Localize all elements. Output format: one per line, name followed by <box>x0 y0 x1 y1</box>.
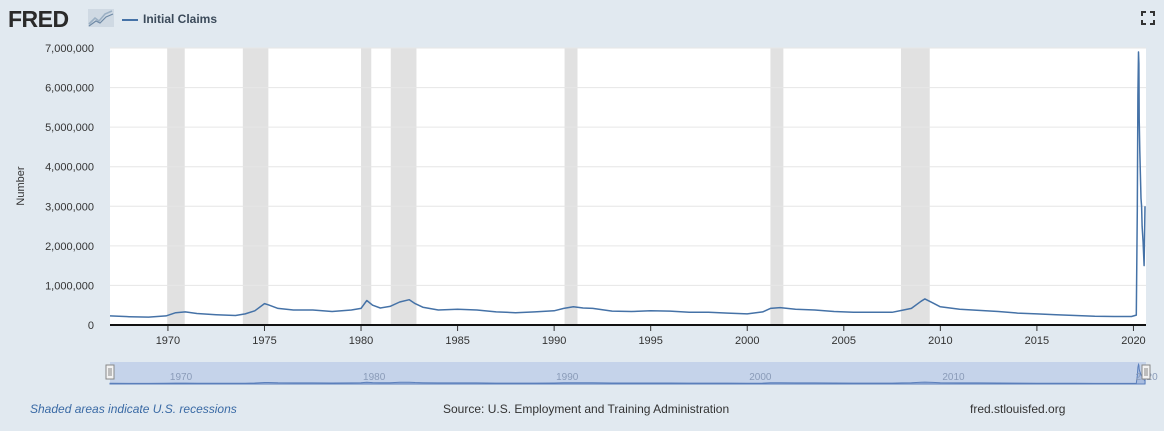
x-tick-label: 2010 <box>928 335 952 347</box>
y-tick-label: 6,000,000 <box>45 83 94 95</box>
grid-lines <box>110 47 1146 286</box>
fred-logo[interactable]: FRED <box>8 6 69 32</box>
series-line-initial-claims[interactable] <box>109 51 1146 318</box>
x-tick-label: 2020 <box>1121 335 1145 347</box>
y-tick-label: 1,000,000 <box>45 280 94 292</box>
recession-band <box>390 48 417 325</box>
recession-note-link[interactable]: Shaded areas indicate U.S. recessions <box>30 402 237 416</box>
navigator-label: 1980 <box>363 372 386 383</box>
source-text: Source: U.S. Employment and Training Adm… <box>443 402 730 416</box>
navigator-label: 1970 <box>170 372 193 383</box>
fred-graph-icon <box>88 9 114 27</box>
recession-band <box>564 48 578 325</box>
recession-band <box>167 48 185 325</box>
x-tick-label: 1975 <box>252 335 276 347</box>
y-axis: 0 1,000,000 2,000,000 3,000,000 4,000,000 5,0… <box>45 43 94 332</box>
navigator-label: 1990 <box>556 372 579 383</box>
navigator-handle-right[interactable] <box>1141 364 1151 380</box>
fullscreen-icon[interactable] <box>1141 11 1155 25</box>
range-navigator[interactable]: 197019801990200020102020 <box>105 362 1158 385</box>
y-tick-label: 2,000,000 <box>45 241 94 253</box>
y-tick-label: 0 <box>88 320 94 332</box>
navigator-track <box>110 362 1146 384</box>
plot-area <box>110 48 1146 325</box>
x-tick-label: 1995 <box>638 335 662 347</box>
navigator-label: 2010 <box>942 372 965 383</box>
x-tick-label: 1970 <box>156 335 180 347</box>
legend-item[interactable]: Initial Claims <box>122 12 217 26</box>
recession-band <box>770 48 784 325</box>
x-tick-label: 1980 <box>349 335 373 347</box>
x-tick-label: 2000 <box>735 335 759 347</box>
navigator-label: 2000 <box>749 372 772 383</box>
recession-band <box>242 48 269 325</box>
y-axis-label: Number <box>15 166 27 205</box>
legend-swatch <box>122 18 138 21</box>
navigator-series <box>109 362 1146 385</box>
navigator-handle-left[interactable] <box>105 364 115 380</box>
y-tick-label: 7,000,000 <box>45 43 94 55</box>
x-tick-label: 1990 <box>542 335 566 347</box>
site-link[interactable]: fred.stlouisfed.org <box>970 402 1066 416</box>
legend-label: Initial Claims <box>143 12 218 26</box>
x-axis: 1970 1975 1980 1985 1990 1995 2000 2005 2010 2015… <box>156 325 1146 347</box>
y-tick-label: 5,000,000 <box>45 122 94 134</box>
y-tick-label: 3,000,000 <box>45 201 94 213</box>
recession-shading <box>167 48 930 325</box>
x-tick-label: 1985 <box>445 335 469 347</box>
chart-header: FRED Initial Claims <box>0 0 1164 40</box>
recession-band <box>361 48 372 325</box>
x-tick-label: 2005 <box>832 335 856 347</box>
recession-band <box>900 48 930 325</box>
x-tick-label: 2015 <box>1025 335 1049 347</box>
y-tick-label: 4,000,000 <box>45 162 94 174</box>
